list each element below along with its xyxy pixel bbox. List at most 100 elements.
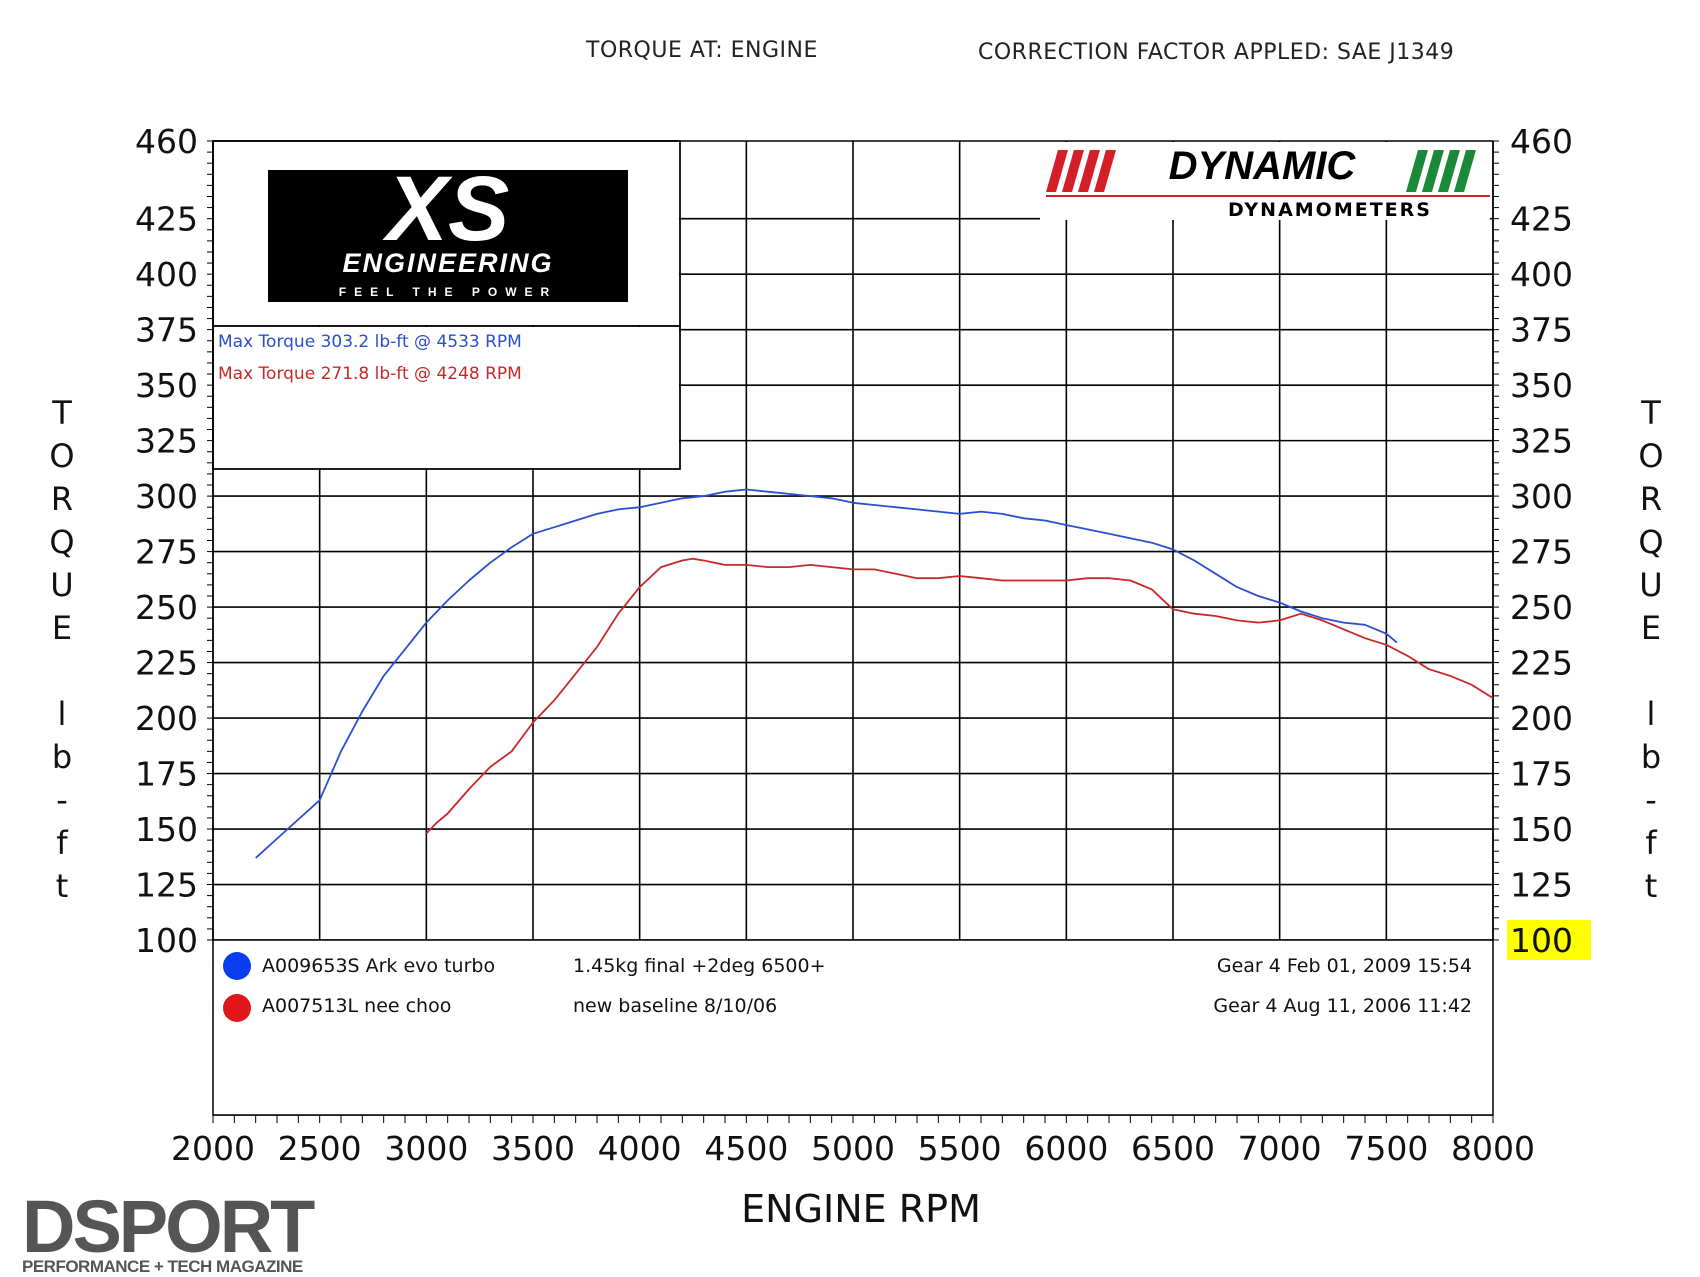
y-tick-label-right: 350 bbox=[1510, 366, 1573, 405]
y-axis-title-letter: O bbox=[49, 437, 75, 475]
y-axis-title-letter: O bbox=[1638, 437, 1664, 475]
y-tick-label-left: 350 bbox=[135, 366, 198, 405]
y-axis-title-letter: t bbox=[55, 867, 69, 905]
tick-labels: 2000 2500 3000 3500 4000 4500 5000 5500 6000 6500… bbox=[135, 122, 1591, 1168]
y-axis-title-letter: l bbox=[57, 695, 67, 733]
correction-factor-header: CORRECTION FACTOR APPLED: SAE J1349 bbox=[978, 40, 1455, 65]
series-line-blue bbox=[255, 488, 1398, 859]
x-tick-label: 6500 bbox=[1131, 1129, 1215, 1168]
dynamic-red-stripes bbox=[1046, 150, 1116, 192]
y-axis-title-letter: R bbox=[50, 480, 74, 518]
x-axis-title: ENGINE RPM bbox=[741, 1187, 981, 1231]
max-torque-red: Max Torque 271.8 lb-ft @ 4248 RPM bbox=[218, 364, 522, 384]
x-tick-label: 4500 bbox=[704, 1129, 788, 1168]
xs-logo-background bbox=[268, 170, 628, 302]
x-tick-label: 2000 bbox=[171, 1129, 255, 1168]
y-axis-title-letter: R bbox=[1639, 480, 1663, 518]
y-tick-label-left: 300 bbox=[135, 477, 198, 516]
x-tick-label: 7500 bbox=[1344, 1129, 1428, 1168]
dynamic-logo-text: DYNAMIC bbox=[1169, 144, 1357, 188]
dynamic-dynamometers-logo: DYNAMIC DYNAMOMETERS bbox=[1040, 142, 1490, 221]
y-tick-label-left: 200 bbox=[135, 699, 198, 738]
legend-marker-red bbox=[223, 994, 251, 1022]
y-tick-label-right: 425 bbox=[1510, 200, 1573, 239]
y-axis-title-letter: E bbox=[1640, 609, 1662, 647]
y-axis-title-letter: - bbox=[1645, 781, 1657, 819]
y-tick-label-left: 125 bbox=[135, 866, 198, 905]
dynamic-green-stripes bbox=[1406, 150, 1476, 192]
y-tick-label-left: 100 bbox=[135, 921, 198, 960]
y-axis-title-letter: b bbox=[1640, 738, 1662, 776]
legend: A009653S Ark evo turbo 1.45kg final +2de… bbox=[212, 939, 1494, 1116]
series-line-red bbox=[425, 557, 1494, 835]
y-axis-title-letter: U bbox=[1639, 566, 1663, 604]
torque-at-header: TORQUE AT: ENGINE bbox=[586, 38, 818, 63]
y-tick-label-left: 325 bbox=[135, 422, 198, 461]
x-tick-label: 3500 bbox=[491, 1129, 575, 1168]
xs-logo-engineering: ENGINEERING bbox=[342, 248, 553, 278]
y-tick-label-right: 100 bbox=[1510, 921, 1573, 960]
y-axis-title-letter: f bbox=[56, 824, 68, 862]
y-axis-title-letter bbox=[1631, 650, 1671, 693]
y-tick-highlight bbox=[1507, 920, 1591, 960]
x-tick-label: 8000 bbox=[1451, 1129, 1535, 1168]
x-tick-label: 5500 bbox=[918, 1129, 1002, 1168]
xs-logo-letters: XS bbox=[382, 158, 510, 260]
y-axis-title-letter: E bbox=[51, 609, 73, 647]
y-tick-label-left: 175 bbox=[135, 755, 198, 794]
y-axis-title-letter: T bbox=[1641, 394, 1661, 432]
y-tick-label-right: 460 bbox=[1510, 122, 1573, 161]
legend-box bbox=[212, 939, 1494, 1116]
y-axis-title-letter: f bbox=[1645, 824, 1657, 862]
y-tick-label-left: 400 bbox=[135, 255, 198, 294]
y-tick-label-left: 460 bbox=[135, 122, 198, 161]
y-tick-label-right: 200 bbox=[1510, 699, 1573, 738]
y-tick-label-right: 125 bbox=[1510, 866, 1573, 905]
y-axis-title-letter: Q bbox=[1638, 523, 1664, 561]
x-tick-label: 5000 bbox=[811, 1129, 895, 1168]
y-tick-label-left: 275 bbox=[135, 533, 198, 572]
legend-series-blue-date: Gear 4 Feb 01, 2009 15:54 bbox=[1217, 955, 1472, 977]
dsport-logo: DSPORT PERFORMANCE + TECH MAGAZINE bbox=[22, 1185, 382, 1277]
y-tick-label-right: 275 bbox=[1510, 533, 1573, 572]
y-tick-label-right: 225 bbox=[1510, 644, 1573, 683]
y-tick-label-right: 400 bbox=[1510, 255, 1573, 294]
y-tick-label-right: 250 bbox=[1510, 588, 1573, 627]
y-axis-title-letter: l bbox=[1646, 695, 1656, 733]
y-axis-title-letter: U bbox=[50, 566, 74, 604]
legend-series-blue-name: A009653S Ark evo turbo bbox=[262, 955, 495, 977]
y-axis-title-letter: b bbox=[51, 738, 73, 776]
y-tick-label-left: 150 bbox=[135, 810, 198, 849]
x-tick-label: 4000 bbox=[598, 1129, 682, 1168]
y-tick-label-left: 375 bbox=[135, 311, 198, 350]
xs-logo-slogan: FEEL THE POWER bbox=[339, 285, 557, 299]
x-tick-label: 7000 bbox=[1238, 1129, 1322, 1168]
legend-series-red-date: Gear 4 Aug 11, 2006 11:42 bbox=[1213, 995, 1472, 1017]
legend-series-blue-note: 1.45kg final +2deg 6500+ bbox=[573, 955, 826, 977]
y-tick-label-left: 225 bbox=[135, 644, 198, 683]
y-tick-label-right: 375 bbox=[1510, 311, 1573, 350]
max-torque-blue: Max Torque 303.2 lb-ft @ 4533 RPM bbox=[218, 332, 522, 352]
dynamometers-logo-text: DYNAMOMETERS bbox=[1228, 199, 1432, 221]
legend-series-red-name: A007513L nee choo bbox=[262, 995, 451, 1017]
series-lines bbox=[255, 488, 1494, 859]
max-torque-panel bbox=[214, 327, 679, 468]
y-tick-label-left: 425 bbox=[135, 200, 198, 239]
y-tick-label-right: 325 bbox=[1510, 422, 1573, 461]
y-axis-title-letter: - bbox=[56, 781, 68, 819]
y-tick-label-right: 175 bbox=[1510, 755, 1573, 794]
y-axis-title-letter: t bbox=[1644, 867, 1658, 905]
y-tick-label-right: 150 bbox=[1510, 810, 1573, 849]
x-tick-label: 6000 bbox=[1024, 1129, 1108, 1168]
y-tick-label-left: 250 bbox=[135, 588, 198, 627]
dsport-logo-text: DSPORT bbox=[22, 1185, 315, 1268]
y-tick-label-right: 300 bbox=[1510, 477, 1573, 516]
y-axis-title-letter: Q bbox=[49, 523, 75, 561]
y-axis-title-letter: T bbox=[52, 394, 72, 432]
legend-series-red-note: new baseline 8/10/06 bbox=[573, 995, 777, 1017]
y-axis-title-letter bbox=[42, 650, 82, 693]
legend-marker-blue bbox=[223, 952, 251, 980]
